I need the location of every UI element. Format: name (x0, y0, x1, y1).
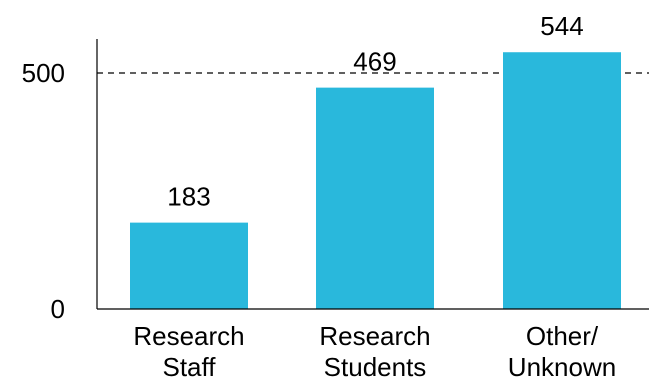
y-tick-label-0: 0 (51, 294, 65, 324)
y-tick-label-500: 500 (22, 58, 65, 88)
bars-layer (130, 52, 621, 310)
bar-1 (316, 87, 434, 309)
data-label-0: 183 (167, 182, 210, 212)
x-tick-label-0-line-0: Research (133, 321, 244, 351)
data-label-2: 544 (540, 11, 583, 41)
data-label-1: 469 (353, 47, 396, 77)
x-tick-label-2-line-0: Other/ (526, 321, 599, 351)
x-tick-label-0-line-1: Staff (162, 352, 216, 380)
x-tick-label-2-line-1: Unknown (508, 352, 616, 380)
labels-layer: 1834695440500ResearchStaffResearchStuden… (22, 11, 617, 380)
axis-layer (96, 39, 649, 310)
x-tick-label-1-line-1: Students (324, 352, 427, 380)
bar-0 (130, 222, 248, 309)
bar-2 (503, 52, 621, 310)
x-tick-label-1-line-0: Research (319, 321, 430, 351)
